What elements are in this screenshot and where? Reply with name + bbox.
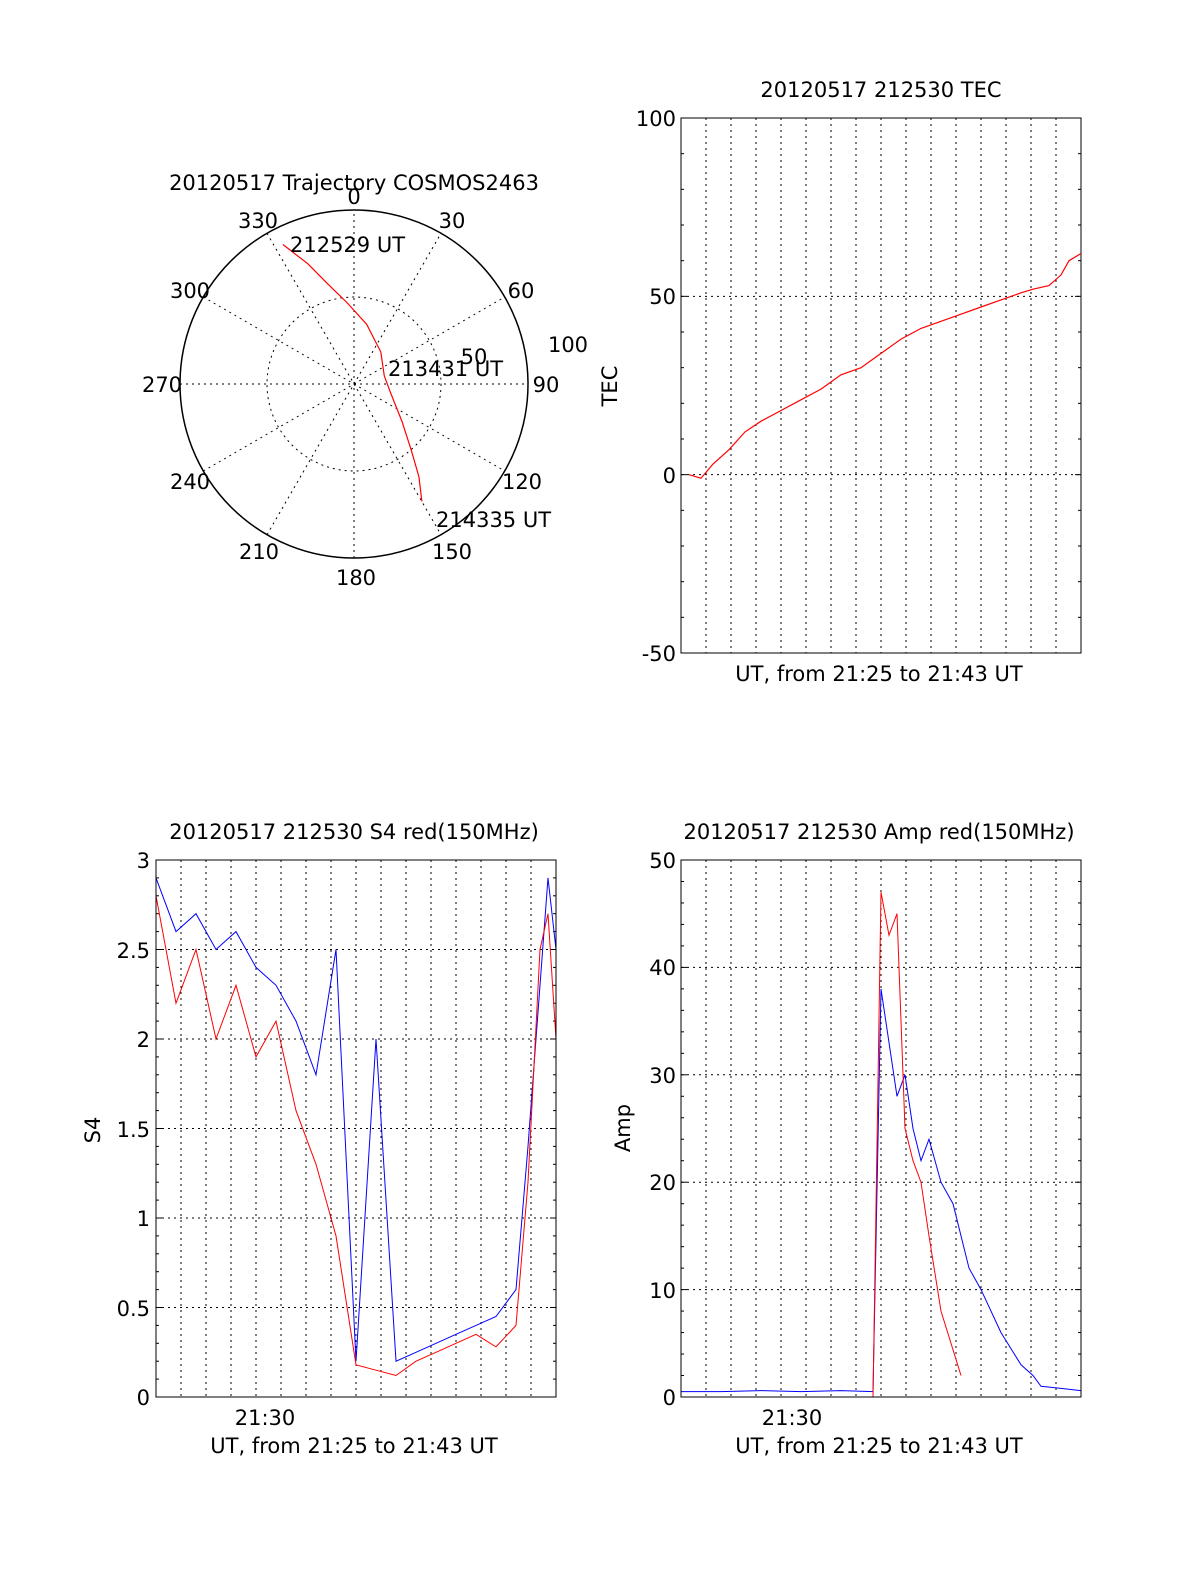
tec-plot-frame (681, 118, 1081, 653)
angle-label: 300 (170, 279, 210, 303)
figure: 20120517 Trajectory COSMOS2463 0 30 60 9… (0, 0, 1200, 1575)
angle-label: 60 (508, 279, 535, 303)
s4-ytick-label: 2.5 (117, 939, 150, 963)
s4-yticks: 0 0.5 1 1.5 2 2.5 3 (117, 849, 150, 1410)
s4-ylabel: S4 (81, 1117, 105, 1144)
s4-title: 20120517 212530 S4 red(150MHz) (169, 820, 539, 844)
tec-ylabel: TEC (598, 366, 622, 408)
s4-ytick-label: 2 (137, 1028, 150, 1052)
amp-ytick-label: 10 (649, 1279, 676, 1303)
s4-xlabel: UT, from 21:25 to 21:43 UT (210, 1434, 498, 1458)
amp-ytick-label: 20 (649, 1171, 676, 1195)
trajectory-end-label: 214335 UT (436, 508, 551, 532)
angle-label: 0 (347, 185, 360, 209)
tec-xlabel: UT, from 21:25 to 21:43 UT (735, 662, 1023, 686)
angle-label: 180 (336, 566, 376, 590)
angle-label: 330 (238, 209, 278, 233)
trajectory-mid-label: 213431 UT (388, 357, 503, 381)
polar-spokes (180, 210, 528, 558)
amp-yticks: 0 10 20 30 40 50 (649, 849, 676, 1410)
tec-title: 20120517 212530 TEC (760, 78, 1001, 102)
amp-ytick-label: 40 (649, 956, 676, 980)
polar-chart: 20120517 Trajectory COSMOS2463 0 30 60 9… (142, 171, 588, 590)
amp-ytick-label: 0 (663, 1386, 676, 1410)
s4-red-series-line (156, 896, 556, 1376)
angle-label: 150 (432, 540, 472, 564)
angle-label: 30 (439, 209, 466, 233)
amp-ylabel: Amp (611, 1104, 635, 1152)
trajectory-start-label: 212529 UT (290, 233, 405, 257)
tec-ytick-label: 100 (636, 107, 676, 131)
amp-chart: 20120517 212530 Amp red(150MHz) 0 10 20 … (611, 820, 1081, 1458)
tec-series-line (689, 254, 1081, 479)
tec-yticks: -50 0 50 100 (636, 107, 676, 666)
amp-ytick-label: 30 (649, 1064, 676, 1088)
s4-chart: 20120517 212530 S4 red(150MHz) 0 0.5 1 1… (81, 820, 556, 1458)
amp-xlabel: UT, from 21:25 to 21:43 UT (735, 1434, 1023, 1458)
tec-chart: 20120517 212530 TEC -50 0 50 100 TEC UT,… (598, 78, 1081, 686)
s4-ytick-label: 1.5 (117, 1118, 150, 1142)
tec-ytick-label: 0 (663, 464, 676, 488)
angle-label: 270 (142, 373, 182, 397)
angle-label: 120 (502, 470, 542, 494)
s4-xtick-label: 21:30 (235, 1406, 296, 1430)
s4-ytick-label: 0.5 (117, 1297, 150, 1321)
radial-label: 100 (548, 333, 588, 357)
amp-ytick-label: 50 (649, 849, 676, 873)
tec-ytick-label: -50 (642, 642, 676, 666)
s4-ytick-label: 0 (137, 1386, 150, 1410)
amp-xtick-label: 21:30 (762, 1406, 823, 1430)
angle-label: 210 (239, 540, 279, 564)
amp-grid (681, 860, 1081, 1397)
s4-ytick-label: 1 (137, 1207, 150, 1231)
angle-label: 90 (533, 373, 560, 397)
tec-ytick-label: 50 (649, 285, 676, 309)
tec-grid (681, 118, 1081, 653)
angle-label: 240 (170, 470, 210, 494)
s4-ytick-label: 3 (137, 849, 150, 873)
amp-title: 20120517 212530 Amp red(150MHz) (683, 820, 1074, 844)
